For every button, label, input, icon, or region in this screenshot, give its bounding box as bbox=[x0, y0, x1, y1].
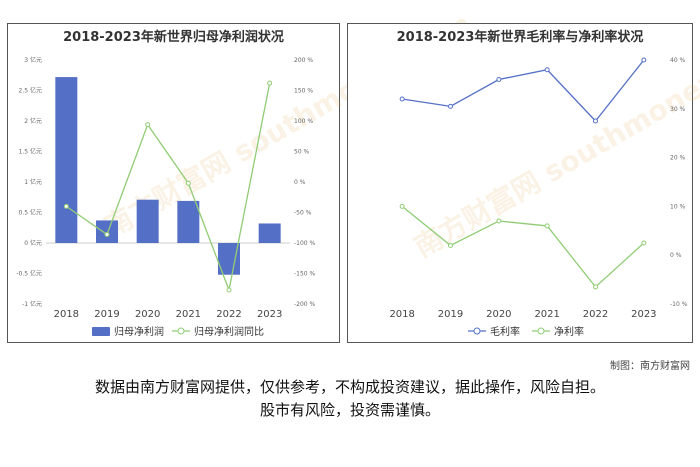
disclaimer-line-1: 数据由南方财富网提供，仅供参考，不构成投资建议，据此操作，风险自担。 bbox=[94, 378, 605, 396]
y-right-tick-label: 100 % bbox=[294, 118, 313, 125]
x-tick-label: 2023 bbox=[631, 309, 656, 320]
legend-label: 毛利率 bbox=[490, 325, 520, 338]
legend-label: 归母净利润同比 bbox=[194, 325, 264, 338]
y-right-tick-label: -200 % bbox=[294, 301, 316, 308]
y-right-tick-label: 40 % bbox=[670, 57, 686, 64]
x-tick-label: 2020 bbox=[135, 309, 160, 320]
yoy-point bbox=[63, 203, 69, 209]
net-margin-point bbox=[593, 284, 598, 290]
y-right-tick-label: -100 % bbox=[294, 240, 316, 247]
y-right-tick-label: -10 % bbox=[670, 301, 688, 308]
bar bbox=[218, 243, 240, 275]
legend-label: 净利率 bbox=[554, 325, 584, 338]
y-left-tick-label: 0.5 亿元 bbox=[19, 209, 42, 217]
y-left-tick-label: -0.5 亿元 bbox=[16, 270, 42, 278]
x-tick-label: 2022 bbox=[216, 309, 241, 320]
x-tick-label: 2021 bbox=[176, 309, 201, 320]
y-left-tick-label: -1 亿元 bbox=[22, 300, 42, 308]
yoy-point bbox=[267, 80, 273, 86]
y-right-tick-label: -50 % bbox=[294, 210, 312, 217]
x-tick-label: 2019 bbox=[94, 309, 119, 320]
gross-margin-point bbox=[544, 67, 550, 73]
gross-margin-point bbox=[641, 57, 647, 63]
y-left-tick-label: 1.5 亿元 bbox=[19, 148, 42, 156]
bar bbox=[136, 199, 159, 243]
chart-credit: 制图：南方财富网 bbox=[610, 361, 690, 372]
yoy-point bbox=[104, 231, 110, 237]
x-tick-label: 2018 bbox=[54, 309, 79, 320]
y-right-tick-label: -150 % bbox=[294, 271, 316, 278]
y-right-tick-label: 0 % bbox=[294, 179, 306, 186]
bar bbox=[96, 220, 118, 243]
gross-margin-point bbox=[448, 103, 453, 109]
x-tick-label: 2023 bbox=[257, 309, 282, 320]
x-tick-label: 2019 bbox=[438, 309, 463, 320]
y-right-tick-label: 20 % bbox=[670, 155, 686, 162]
x-tick-label: 2022 bbox=[583, 309, 608, 320]
y-right-tick-label: 150 % bbox=[294, 88, 313, 95]
y-right-tick-label: 50 % bbox=[294, 149, 310, 156]
net-margin-point bbox=[544, 223, 550, 229]
disclaimer-line-2: 股市有风险，投资需谨慎。 bbox=[259, 401, 440, 419]
legend-swatch-marker bbox=[473, 327, 481, 335]
y-left-tick-label: 3 亿元 bbox=[24, 56, 42, 64]
x-tick-label: 2018 bbox=[389, 309, 414, 320]
bar bbox=[177, 200, 200, 243]
yoy-line bbox=[65, 83, 271, 293]
net-margin-line bbox=[401, 205, 645, 288]
y-right-tick-label: 0 % bbox=[670, 252, 682, 259]
x-tick-label: 2020 bbox=[486, 309, 511, 320]
legend-swatch-marker bbox=[177, 327, 185, 335]
left-chart-title: 2018-2023年新世界归母净利润状况 bbox=[63, 30, 284, 45]
right-chart-svg: -10 % 0 % 10 % 20 % 30 % 40 % 2018 2019 2020 2021… bbox=[389, 57, 688, 338]
y-left-tick-label: 0 亿元 bbox=[24, 239, 42, 247]
yoy-point bbox=[185, 180, 191, 186]
yoy-point bbox=[226, 287, 232, 293]
net-margin-point bbox=[641, 240, 647, 246]
y-right-tick-label: 10 % bbox=[670, 203, 686, 210]
legend-swatch-marker bbox=[537, 327, 545, 335]
y-right-tick-label: 30 % bbox=[670, 106, 686, 113]
bar bbox=[55, 77, 78, 243]
left-chart-panel: 2018-2023年新世界归母净利润状况 南方财富网 southmoney.co… bbox=[7, 7, 477, 343]
legend-swatch-bar bbox=[92, 327, 110, 336]
y-left-tick-label: 2.5 亿元 bbox=[19, 87, 42, 95]
y-left-tick-label: 2 亿元 bbox=[24, 117, 42, 125]
net-margin-point bbox=[448, 242, 453, 248]
yoy-point bbox=[145, 122, 151, 128]
x-tick-label: 2021 bbox=[534, 309, 559, 320]
gross-margin-point bbox=[496, 77, 502, 83]
legend-label: 归母净利润 bbox=[114, 325, 164, 338]
gross-margin-line bbox=[402, 59, 645, 122]
y-left-tick-label: 1 亿元 bbox=[24, 178, 42, 186]
right-chart-title: 2018-2023年新世界毛利率与净利率状况 bbox=[396, 30, 644, 45]
right-chart-panel: 2018-2023年新世界毛利率与净利率状况 南方财富网 southmoney.… bbox=[347, 23, 700, 343]
net-margin-point bbox=[496, 218, 502, 224]
gross-margin-point bbox=[593, 118, 598, 124]
y-right-tick-label: 200 % bbox=[294, 57, 313, 64]
bar bbox=[258, 223, 281, 243]
gross-margin-point bbox=[399, 96, 405, 102]
left-chart-svg: -1 亿元 -0.5 亿元 0 亿元 0.5 亿元 1 亿元 1.5 亿元 2 亿元 2.5 … bbox=[16, 56, 316, 338]
net-margin-point bbox=[399, 203, 405, 209]
